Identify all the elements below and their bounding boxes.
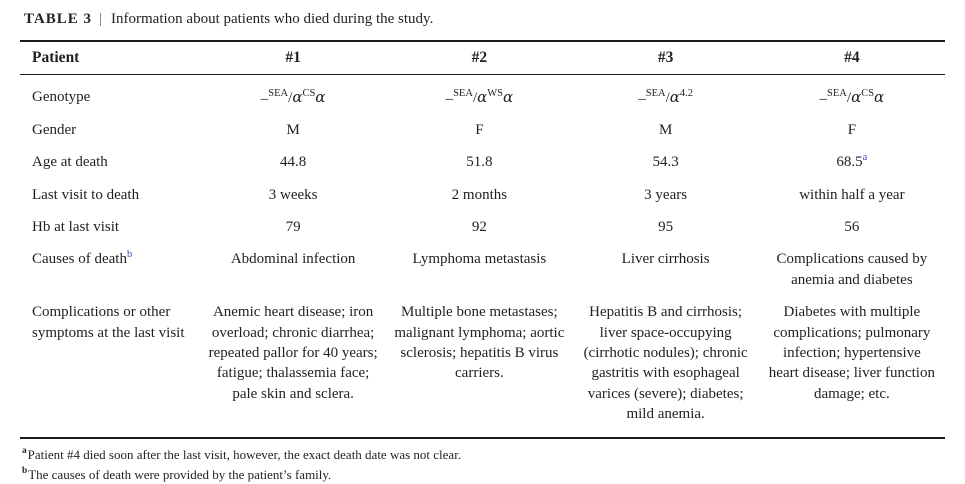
gender-value-4: F <box>847 121 857 138</box>
caption-divider: | <box>99 11 103 27</box>
last-visit-value-2: 2 months <box>451 186 508 203</box>
table-row-complications: Complications or other symptoms at the l… <box>20 296 945 437</box>
table-footnotes: aPatient #4 died soon after the last vis… <box>20 439 945 484</box>
age-value-3: 54.3 <box>652 154 679 171</box>
complications-value-3: Hepatitis B and cirrhosis; liver space-o… <box>583 304 748 423</box>
footnote-b: bThe causes of death were provided by th… <box>22 465 941 484</box>
last-visit-value-1: 3 weeks <box>268 186 318 203</box>
footnote-b-text: The causes of death were provided by the… <box>28 466 332 482</box>
hb-value-4: 56 <box>844 219 860 236</box>
header-patient-1: #1 <box>285 48 301 66</box>
causes-value-4: Complications caused by anemia and diabe… <box>776 251 928 288</box>
hb-value-3: 95 <box>658 219 674 236</box>
header-patient: Patient <box>32 48 80 66</box>
genotype-value-1: –SEA/αCSα <box>260 87 326 108</box>
last-visit-value-4: within half a year <box>799 186 905 203</box>
hb-value-2: 92 <box>471 219 487 236</box>
complications-value-1: Anemic heart disease; iron overload; chr… <box>208 304 378 402</box>
patients-table: Patient #1 #2 #3 #4 Genotype –SEA/αCSα –… <box>20 40 945 439</box>
last-visit-value-3: 3 years <box>644 186 688 203</box>
gender-value-1: M <box>286 121 300 138</box>
gender-value-3: M <box>658 121 673 138</box>
header-row: Patient #1 #2 #3 #4 <box>20 40 945 74</box>
genotype-value-3: –SEA/α4.2 <box>638 87 694 108</box>
causes-value-1: Abdominal infection <box>230 251 356 268</box>
table-row-hb: Hb at last visit 79 92 95 56 <box>20 211 945 243</box>
gender-value-2: F <box>475 121 484 138</box>
age-value-2: 51.8 <box>466 154 493 171</box>
age-value-1: 44.8 <box>280 154 307 171</box>
table-caption-text: Information about patients who died duri… <box>111 11 434 27</box>
table-row-genotype: Genotype –SEA/αCSα –SEA/αWSα –SEA/α4.2 –… <box>20 74 945 114</box>
header-patient-3: #3 <box>657 48 674 66</box>
complications-value-2: Multiple bone metastases; malignant lymp… <box>394 304 565 382</box>
row-label-age: Age at death <box>32 154 108 171</box>
footnote-a-marker: a <box>22 446 27 457</box>
genotype-value-2: –SEA/αWSα <box>445 87 514 108</box>
footnote-b-marker: b <box>22 466 28 477</box>
table-row-last-visit: Last visit to death 3 weeks 2 months 3 y… <box>20 179 945 211</box>
hb-value-1: 79 <box>285 219 301 236</box>
footnote-marker-a-ref: a <box>862 152 868 164</box>
header-patient-2: #2 <box>471 48 488 66</box>
complications-value-4: Diabetes with multiple complications; pu… <box>768 304 935 402</box>
footnote-a: aPatient #4 died soon after the last vis… <box>22 445 941 465</box>
table-caption-row: TABLE 3 | Information about patients who d… <box>20 6 945 40</box>
footnote-a-text: Patient #4 died soon after the last visi… <box>27 446 462 462</box>
table-row-age: Age at death 44.8 51.8 54.3 68.5a <box>20 146 945 178</box>
row-label-gender: Gender <box>32 121 77 138</box>
table-row-gender: Gender M F M F <box>20 114 945 146</box>
causes-value-3: Liver cirrhosis <box>621 251 710 268</box>
table-row-causes: Causes of deathb Abdominal infection Lym… <box>20 243 945 296</box>
row-label-complications: Complications or other symptoms at the l… <box>32 304 185 341</box>
genotype-value-4: –SEA/αCSα <box>819 87 885 108</box>
row-label-last-visit: Last visit to death <box>32 186 140 203</box>
age-value-4: 68.5a <box>836 152 868 171</box>
causes-value-2: Lymphoma metastasis <box>412 251 547 268</box>
row-label-genotype: Genotype <box>32 88 91 105</box>
table-number-label: TABLE 3 <box>24 11 92 27</box>
row-label-hb: Hb at last visit <box>32 219 120 236</box>
row-label-causes: Causes of deathb <box>32 249 133 268</box>
header-patient-4: #4 <box>844 48 860 66</box>
footnote-marker-b-ref: b <box>126 249 133 261</box>
